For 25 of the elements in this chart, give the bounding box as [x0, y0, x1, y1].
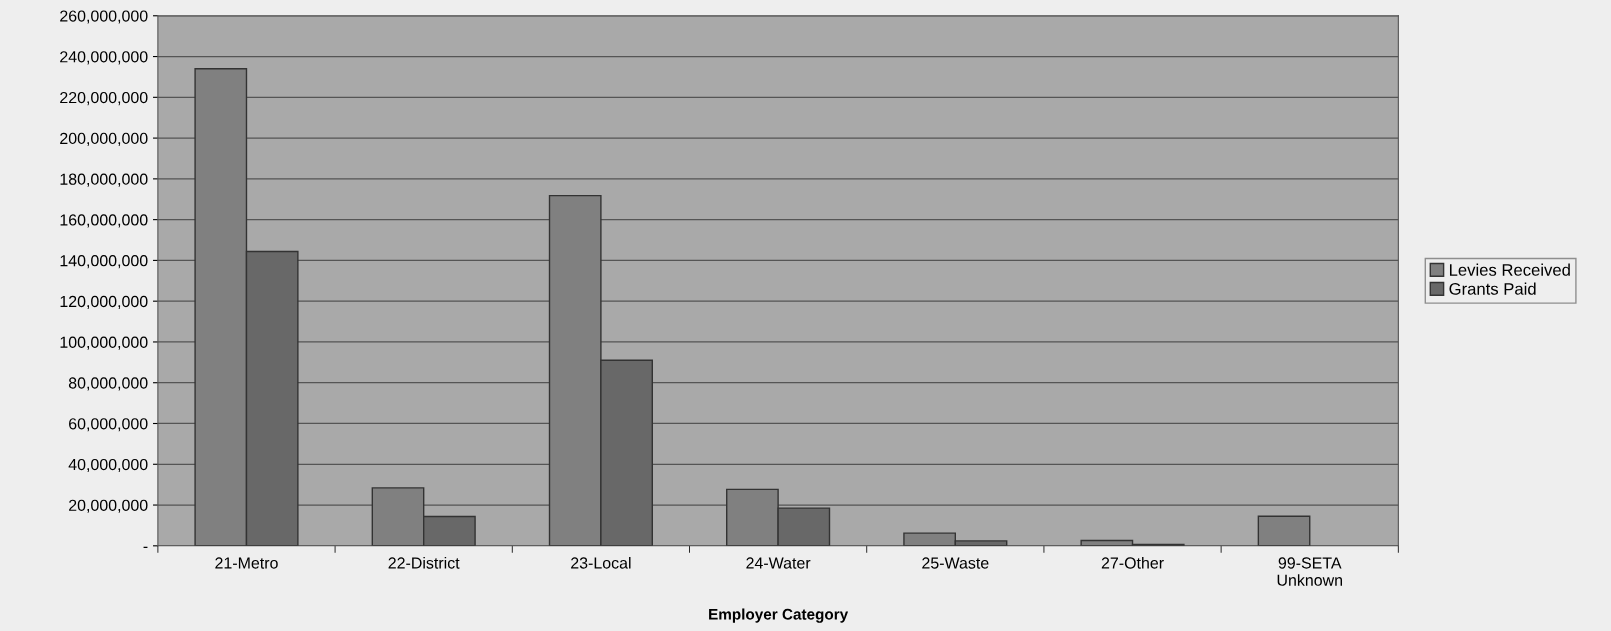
y-tick-label: 80,000,000 — [68, 377, 148, 391]
y-tick-label: 100,000,000 — [60, 336, 148, 350]
x-tick-label: 23-Local — [571, 556, 631, 569]
legend-label: Grants Paid — [1449, 282, 1536, 295]
y-tick-label: 60,000,000 — [69, 418, 148, 432]
y-tick-label: 180,000,000 — [60, 173, 148, 187]
y-tick-label: 120,000,000 — [60, 295, 148, 310]
x-tick-label: 22-District — [388, 556, 460, 569]
x-tick-label: 25-Waste — [922, 557, 989, 569]
x-tick-label: 27-Other — [1101, 556, 1164, 569]
y-tick-label: 160,000,000 — [60, 214, 148, 228]
y-tick-label: 200,000,000 — [60, 132, 148, 146]
y-tick-label: 260,000,000 — [60, 10, 148, 24]
x-axis-title: Employer Category — [709, 608, 849, 623]
x-tick-label: 99-SETA Unknown — [1277, 557, 1342, 586]
x-tick-label: 24-Water — [746, 557, 811, 569]
legend-label: Levies Received — [1449, 263, 1570, 276]
y-tick-label: 240,000,000 — [60, 51, 148, 65]
y-tick-label: 140,000,000 — [60, 255, 148, 269]
y-tick-label: 40,000,000 — [68, 458, 148, 473]
y-tick-label: 20,000,000 — [69, 499, 148, 513]
y-tick-label: - — [143, 546, 148, 548]
bar — [1257, 515, 1311, 546]
y-tick-label: 220,000,000 — [60, 91, 148, 106]
x-tick-label: 21-Metro — [215, 557, 278, 569]
